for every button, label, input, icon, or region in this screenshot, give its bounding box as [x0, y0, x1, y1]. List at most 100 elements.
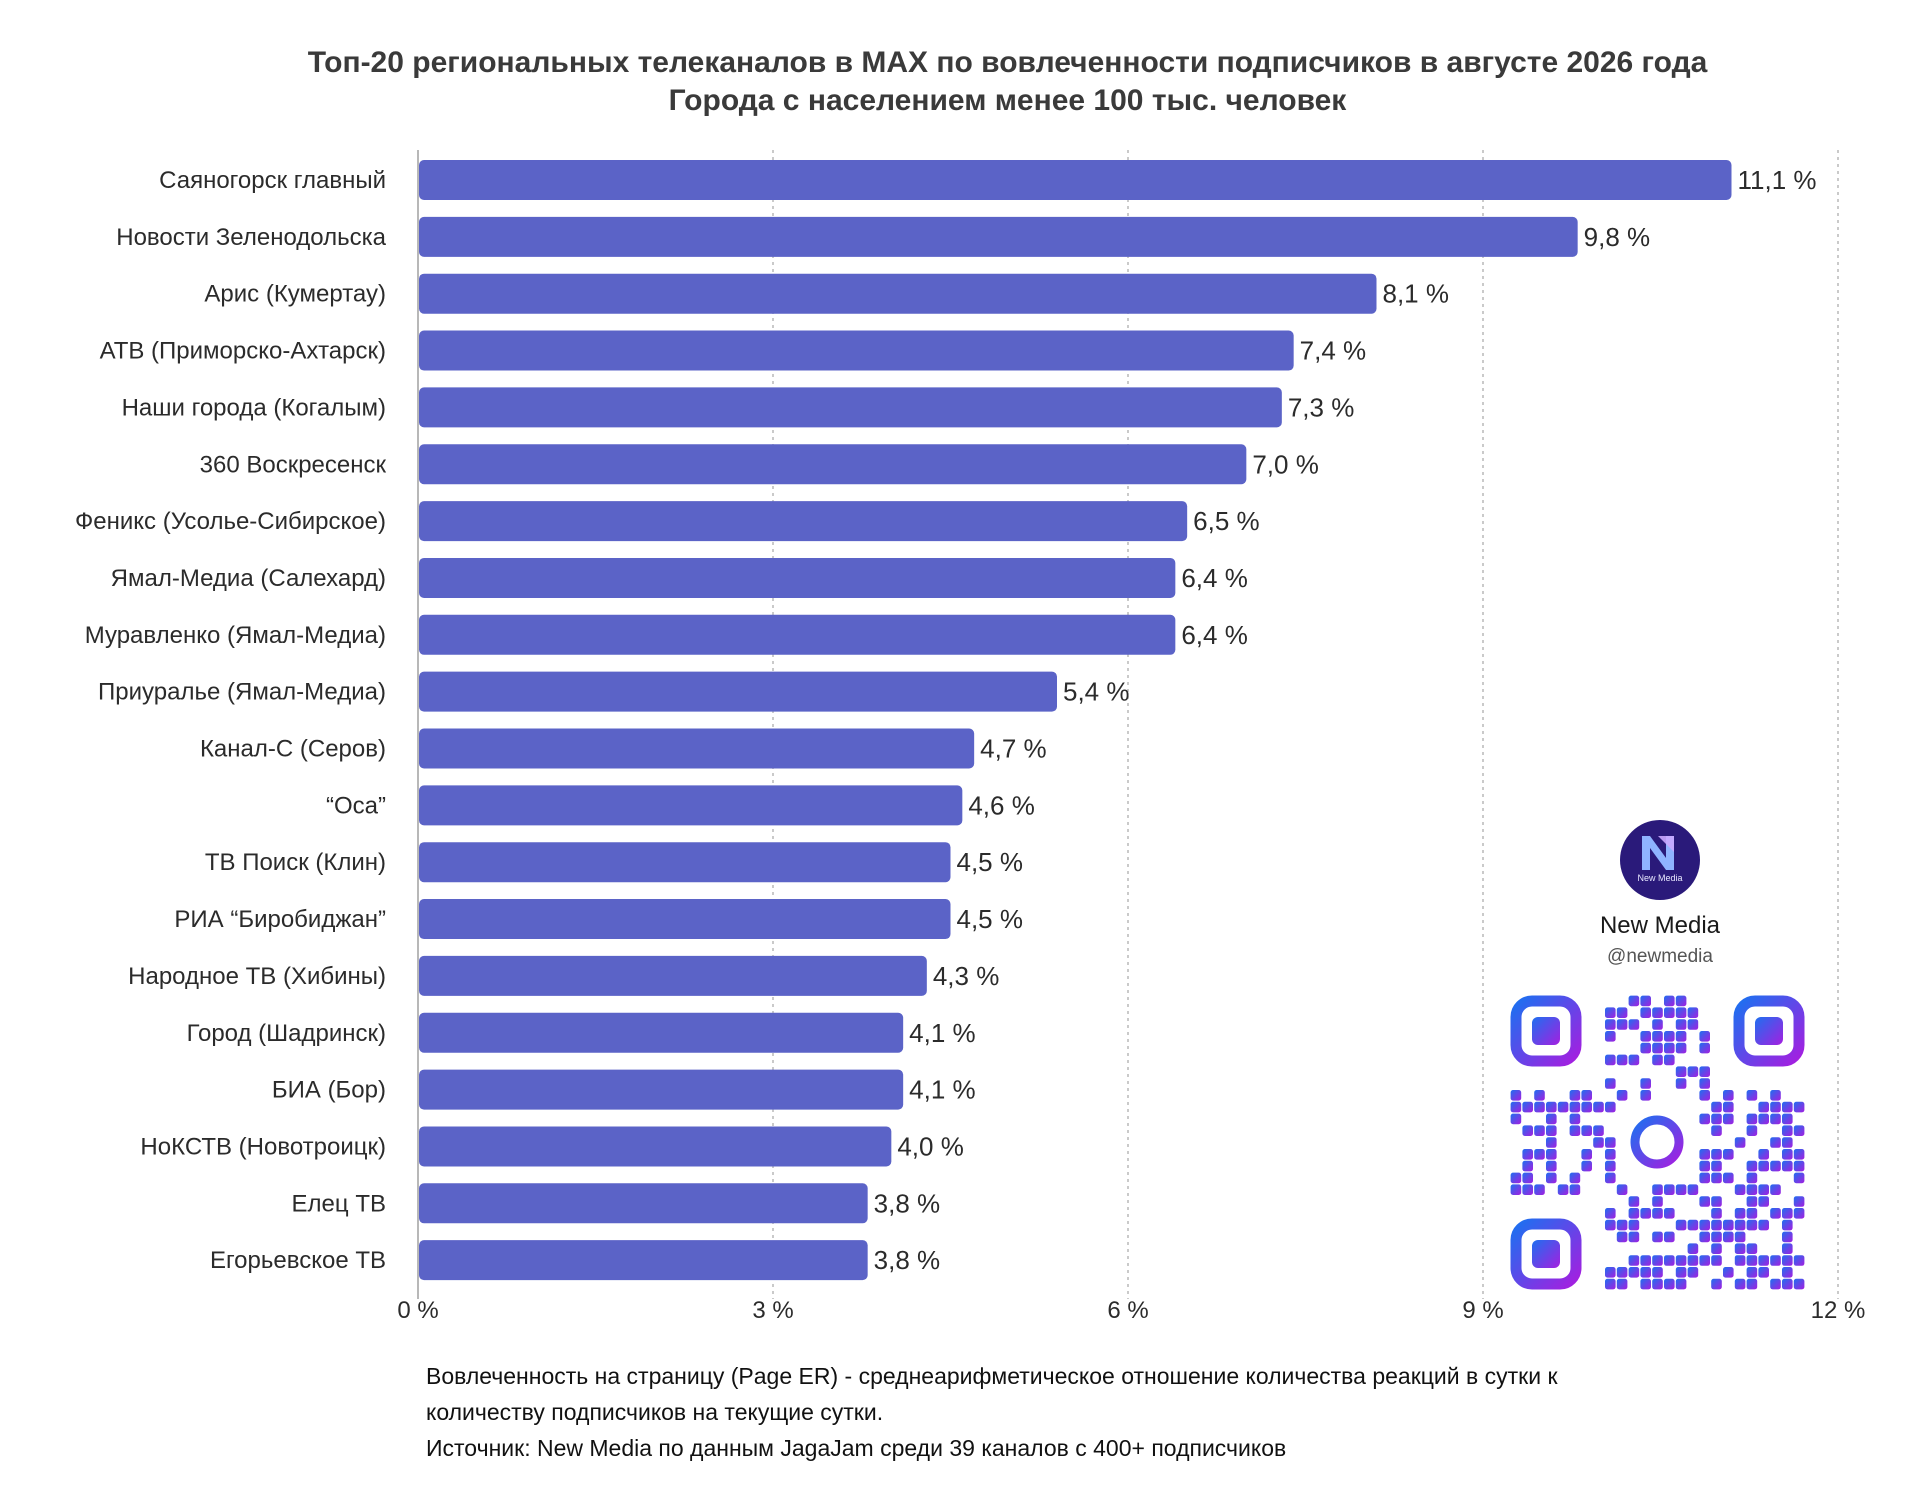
qr-module	[1723, 1101, 1734, 1113]
qr-module	[1522, 1172, 1533, 1184]
category-label: АТВ (Приморско-Ахтарск)	[100, 338, 386, 365]
qr-module	[1770, 1160, 1781, 1172]
qr-module	[1711, 1255, 1722, 1266]
qr-module	[1711, 1113, 1722, 1125]
qr-module	[1770, 1113, 1781, 1125]
qr-module	[1534, 1101, 1545, 1113]
qr-module	[1793, 1196, 1805, 1207]
qr-module	[1734, 1208, 1746, 1219]
qr-module	[1699, 1090, 1710, 1101]
qr-module	[1723, 1113, 1734, 1125]
qr-module	[1546, 1160, 1557, 1172]
qr-module	[1652, 1278, 1663, 1290]
qr-module	[1534, 1090, 1545, 1101]
qr-module	[1616, 1278, 1628, 1290]
qr-module	[1605, 1160, 1616, 1172]
bar	[419, 160, 1732, 200]
qr-module	[1652, 1231, 1663, 1243]
qr-module	[1758, 1149, 1769, 1160]
qr-module	[1605, 1219, 1616, 1231]
qr-module	[1746, 1172, 1758, 1184]
qr-module	[1723, 1172, 1734, 1184]
category-label: Елец ТВ	[292, 1190, 386, 1217]
qr-module	[1640, 1031, 1651, 1042]
qr-module	[1652, 1007, 1663, 1018]
bar	[419, 671, 1057, 712]
qr-module	[1605, 1078, 1616, 1089]
qr-module	[1782, 1101, 1793, 1113]
data-label: 6,5 %	[1193, 506, 1260, 536]
qr-module	[1605, 1031, 1616, 1042]
bar	[419, 1183, 868, 1224]
qr-module	[1782, 1267, 1793, 1278]
bar	[419, 387, 1282, 428]
qr-module	[1687, 1066, 1699, 1077]
qr-module	[1675, 995, 1687, 1007]
category-label: Наши города (Когалым)	[122, 394, 386, 421]
qr-module	[1628, 1019, 1640, 1030]
qr-module	[1605, 1172, 1616, 1184]
qr-module	[1711, 1196, 1722, 1207]
qr-module	[1569, 1172, 1581, 1184]
qr-module	[1746, 1255, 1758, 1266]
category-label: Народное ТВ (Хибины)	[128, 963, 386, 990]
bar	[419, 728, 975, 769]
qr-module	[1546, 1113, 1557, 1125]
qr-module	[1616, 1090, 1628, 1101]
bar	[419, 444, 1247, 485]
qr-module	[1569, 1184, 1581, 1195]
data-label: 7,3 %	[1288, 392, 1355, 422]
qr-module	[1664, 1042, 1675, 1054]
qr-module	[1770, 1255, 1781, 1266]
qr-module	[1758, 1255, 1769, 1266]
qr-module	[1664, 1031, 1675, 1042]
qr-module	[1675, 1267, 1687, 1278]
qr-module	[1723, 1090, 1734, 1101]
category-label: Муравленко (Ямал-Медиа)	[85, 622, 386, 649]
qr-module	[1746, 1090, 1758, 1101]
qr-module	[1793, 1101, 1805, 1113]
qr-module	[1699, 1231, 1710, 1243]
qr-module	[1711, 1101, 1722, 1113]
qr-module	[1793, 1208, 1805, 1219]
qr-module	[1758, 1113, 1769, 1125]
qr-module	[1605, 1278, 1616, 1290]
bar-chart: Саяногорск главный Новости Зеленодольска А…	[75, 150, 1865, 1324]
qr-module	[1616, 1184, 1628, 1195]
qr-module	[1652, 1208, 1663, 1219]
data-label: 3,8 %	[874, 1188, 941, 1218]
qr-module	[1746, 1196, 1758, 1207]
qr-module	[1699, 1172, 1710, 1184]
qr-module	[1628, 1267, 1640, 1278]
data-label: 5,4 %	[1063, 677, 1130, 707]
qr-module	[1605, 1267, 1616, 1278]
bar	[419, 955, 927, 996]
footnote-line-3: Источник: New Media по данным JagaJam ср…	[426, 1435, 1287, 1461]
category-label: Канал-С (Серов)	[200, 736, 386, 763]
qr-module	[1687, 1255, 1699, 1266]
footnote: Вовлеченность на страницу (Page ER) - ср…	[426, 1358, 1746, 1466]
data-label: 6,4 %	[1181, 563, 1248, 593]
qr-module	[1605, 1208, 1616, 1219]
qr-module	[1616, 1219, 1628, 1231]
qr-module	[1522, 1149, 1533, 1160]
qr-module	[1640, 1042, 1651, 1054]
qr-module	[1581, 1125, 1592, 1136]
qr-module	[1605, 1019, 1616, 1030]
bar	[419, 1126, 892, 1167]
qr-module	[1782, 1243, 1793, 1254]
bar	[419, 785, 963, 826]
x-tick-label: 0 %	[397, 1297, 438, 1324]
qr-module	[1770, 1184, 1781, 1195]
qr-module	[1723, 1267, 1734, 1278]
qr-module	[1581, 1101, 1592, 1113]
qr-module	[1675, 1078, 1687, 1089]
qr-module	[1723, 1149, 1734, 1160]
footnote-line-1: Вовлеченность на страницу (Page ER) - ср…	[426, 1363, 1558, 1389]
qr-module	[1770, 1278, 1781, 1290]
qr-module	[1546, 1149, 1557, 1160]
brand-handle: @newmedia	[1607, 946, 1713, 967]
qr-module	[1793, 1149, 1805, 1160]
qr-module	[1652, 1184, 1663, 1195]
qr-module	[1522, 1184, 1533, 1195]
